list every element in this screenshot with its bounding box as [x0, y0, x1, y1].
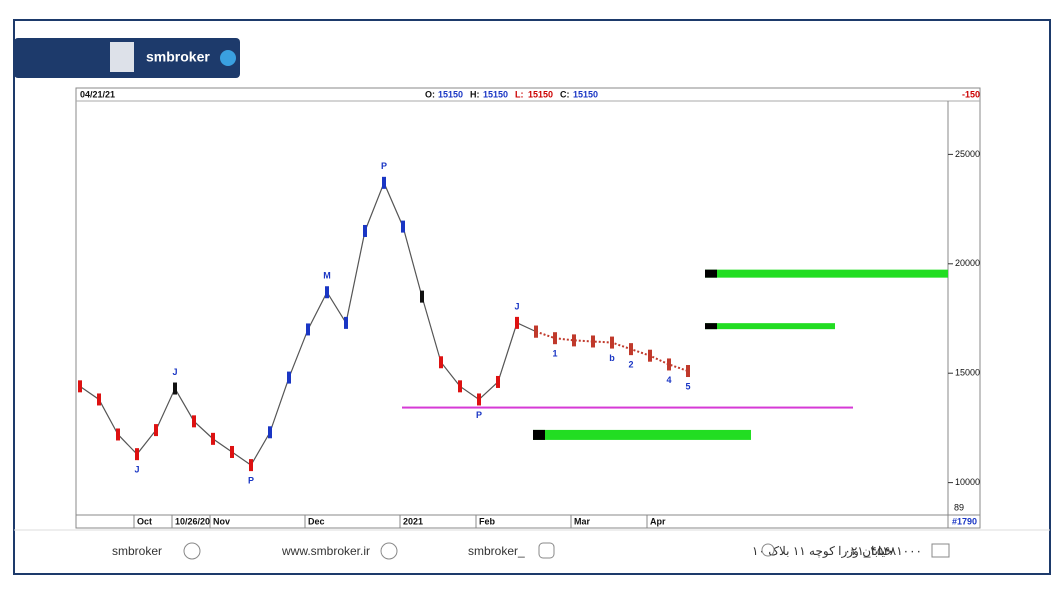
web-icon: [380, 542, 398, 560]
price-bar: [249, 459, 253, 472]
wave-label: b: [609, 353, 615, 363]
price-bar: [325, 286, 329, 299]
corner-value: 89: [954, 502, 964, 512]
ohlc-value: 15150: [438, 89, 463, 99]
level-zone: [533, 429, 751, 440]
bar-count: #1790: [952, 516, 977, 526]
price-bar: [439, 356, 443, 369]
wave-label: J: [134, 465, 139, 475]
level-start: [705, 269, 717, 278]
price-bar: [230, 445, 234, 458]
x-tick-label: Oct: [137, 516, 152, 526]
price-bar: [401, 220, 405, 233]
brand: smbroker: [146, 49, 210, 65]
wave-label: M: [323, 271, 331, 281]
wave-label: P: [476, 410, 482, 420]
ohlc-value: 15150: [528, 89, 553, 99]
telegram-footer-icon: [183, 542, 201, 560]
price-bar: [363, 224, 367, 237]
ohlc-name: L:: [515, 89, 524, 99]
price-bar: [648, 349, 652, 362]
footer-website: www.smbroker.ir: [281, 544, 370, 558]
price-bar: [553, 332, 557, 345]
price-bar: [686, 365, 690, 378]
x-tick-label: Mar: [574, 516, 591, 526]
x-tick-label: Apr: [650, 516, 666, 526]
price-bar: [97, 393, 101, 406]
ohlc-value: 15150: [483, 89, 508, 99]
price-bar: [78, 380, 82, 393]
price-bar: [477, 393, 481, 406]
date: 04/21/21: [80, 89, 115, 99]
phone-icon: [931, 543, 950, 558]
level-zone: [705, 323, 835, 330]
x-tick-label: Dec: [308, 516, 325, 526]
price-bar: [382, 176, 386, 189]
y-tick-label: 15000: [955, 368, 980, 378]
wave-label: 2: [628, 360, 633, 370]
price-bar: [268, 426, 272, 439]
price-bar: [572, 334, 576, 347]
price-bar: [116, 428, 120, 441]
telegram-icon: [220, 50, 236, 66]
price-bar: [306, 323, 310, 336]
ohlc-value: 15150: [573, 89, 598, 99]
wave-label: 4: [666, 375, 671, 385]
price-bar: [154, 424, 158, 437]
x-tick-label: 2021: [403, 516, 423, 526]
wave-label: J: [514, 301, 519, 311]
price-bar: [629, 343, 633, 356]
wave-label: J: [172, 367, 177, 377]
y-tick-label: 20000: [955, 258, 980, 268]
price-bar: [420, 290, 424, 303]
price-bar: [667, 358, 671, 371]
footer-instagram: smbroker_: [468, 544, 525, 558]
x-tick-label: Nov: [213, 516, 230, 526]
price-bar: [534, 325, 538, 338]
price-bar: [344, 316, 348, 329]
price-bar: [173, 382, 177, 395]
footer-telegram: smbroker: [112, 544, 162, 558]
change: -150: [962, 89, 980, 99]
level-zone: [705, 269, 948, 278]
wave-label: P: [381, 161, 387, 171]
chart-box: [75, 87, 981, 529]
ohlc-name: C:: [560, 89, 570, 99]
price-bar: [610, 336, 614, 349]
wave-label: 1: [552, 349, 557, 359]
footer-address: خیابان وزرا کوچه ۱۱ بلاک ۱۰: [752, 544, 893, 558]
instagram-icon: [538, 542, 555, 559]
price-bar: [496, 375, 500, 388]
logo-mark: [110, 42, 134, 72]
price-bar: [211, 432, 215, 445]
ohlc-name: O:: [425, 89, 435, 99]
level-start: [705, 323, 717, 330]
level-zone: [402, 406, 853, 409]
price-bar: [458, 380, 462, 393]
price-bar: [192, 415, 196, 428]
footer-phone: ۰۲۱_۴۵۴۸۱۰۰۰: [844, 544, 922, 558]
price-bar: [591, 335, 595, 348]
price-bar: [287, 371, 291, 384]
y-tick-label: 10000: [955, 477, 980, 487]
wave-label: P: [248, 475, 254, 485]
price-bar: [515, 316, 519, 329]
wave-label: 5: [685, 381, 690, 391]
x-tick-label: 10/26/20: [175, 516, 210, 526]
price-bar: [135, 448, 139, 461]
ohlc-name: H:: [470, 89, 480, 99]
x-tick-label: Feb: [479, 516, 496, 526]
y-tick-label: 25000: [955, 149, 980, 159]
location-icon: [761, 543, 775, 557]
level-start: [533, 429, 545, 440]
